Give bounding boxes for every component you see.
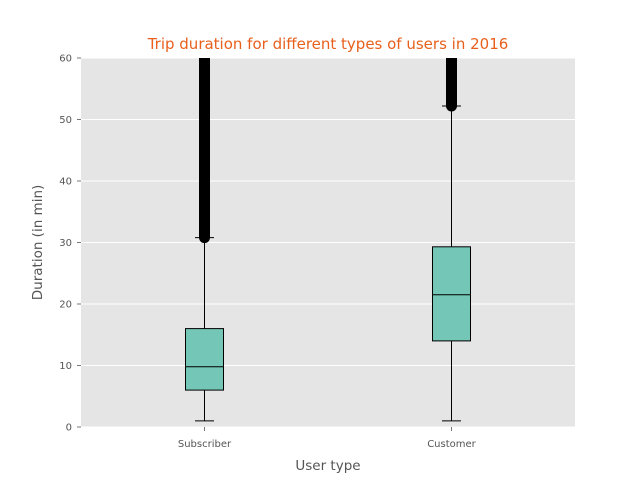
outlier-marker-end bbox=[199, 232, 210, 244]
y-axis-label: Duration (in min) bbox=[30, 185, 46, 301]
box-iqr bbox=[432, 246, 471, 342]
x-axis-label: User type bbox=[295, 458, 360, 474]
x-tick-label: Customer bbox=[427, 439, 476, 450]
chart-title: Trip duration for different types of use… bbox=[147, 35, 509, 53]
y-tick-label: 20 bbox=[59, 300, 72, 311]
x-tick-label: Subscriber bbox=[178, 439, 232, 450]
outlier-markers bbox=[446, 58, 457, 106]
y-tick-label: 40 bbox=[59, 177, 72, 188]
box-iqr bbox=[185, 328, 224, 391]
box-customer bbox=[432, 58, 471, 422]
y-tick-label: 50 bbox=[59, 115, 72, 126]
boxes-group bbox=[185, 58, 471, 422]
outlier-markers bbox=[199, 58, 210, 238]
y-tick-label: 10 bbox=[59, 361, 72, 372]
outlier-marker-end bbox=[446, 100, 457, 112]
grid-lines bbox=[81, 57, 575, 428]
y-tick-label: 0 bbox=[66, 423, 72, 434]
y-tick-label: 60 bbox=[59, 54, 72, 65]
y-axis-ticks: 0 10 20 30 40 50 60 bbox=[59, 54, 81, 434]
y-tick-label: 30 bbox=[59, 238, 72, 249]
x-axis-ticks: Subscriber Customer bbox=[178, 427, 477, 450]
box-subscriber bbox=[185, 58, 224, 422]
